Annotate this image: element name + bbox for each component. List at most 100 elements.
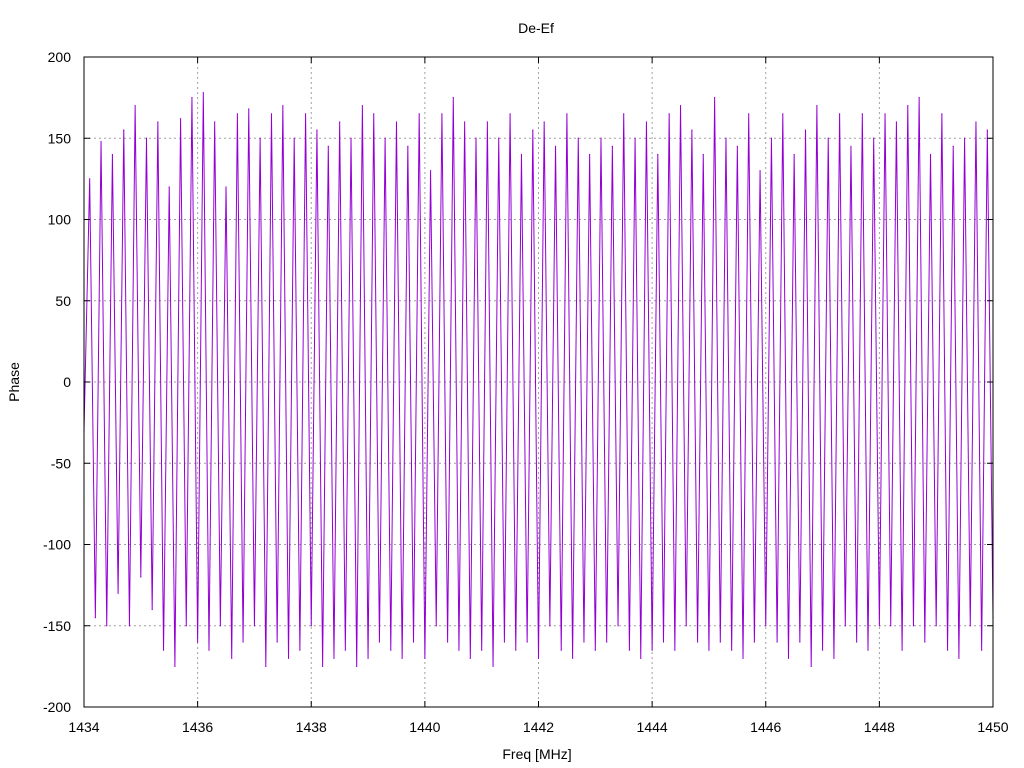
data-point [924, 641, 926, 643]
data-point [963, 137, 966, 139]
x-tick-label: 1446 [750, 719, 781, 735]
data-point [560, 649, 562, 651]
data-point [537, 657, 540, 659]
data-point [248, 108, 250, 110]
y-tick-label: 150 [48, 130, 72, 146]
data-point [253, 625, 256, 627]
x-tick-label: 1444 [637, 719, 668, 735]
data-point [742, 657, 744, 659]
data-point [878, 625, 880, 627]
tick-labels: 1434 1436 1438 1440 1442 1444 1446 1448 1450 -200… [43, 49, 1009, 735]
data-point [981, 649, 983, 651]
data-point [464, 121, 466, 123]
data-point [901, 649, 903, 651]
data-point [412, 641, 415, 643]
data-point [162, 649, 165, 651]
series-layer [83, 92, 994, 667]
y-tick-label: -200 [43, 699, 71, 715]
data-point [276, 641, 278, 643]
data-point [214, 121, 216, 123]
data-point [583, 641, 585, 643]
data-point [293, 137, 295, 139]
data-point [804, 129, 807, 131]
data-point [111, 153, 114, 156]
data-point [134, 105, 136, 107]
data-point [611, 145, 613, 147]
data-point [918, 97, 920, 99]
data-point [782, 113, 784, 115]
data-point [219, 625, 221, 627]
data-point [231, 657, 233, 659]
data-point [89, 178, 91, 180]
x-tick-label: 1442 [523, 719, 554, 735]
data-point [867, 649, 869, 651]
data-point [651, 649, 653, 651]
data-point [492, 665, 494, 667]
data-point [299, 649, 301, 651]
data-point [498, 137, 500, 139]
data-point [623, 113, 625, 115]
x-tick-label: 1438 [296, 719, 327, 735]
data-point [128, 625, 131, 627]
data-point [975, 121, 977, 123]
data-point [384, 137, 386, 139]
data-point [322, 665, 324, 667]
data-point [674, 649, 676, 651]
data-point [526, 641, 528, 643]
data-point [793, 153, 795, 156]
data-point [645, 121, 648, 123]
data-point [361, 105, 363, 107]
data-point [509, 113, 511, 115]
data-point [350, 137, 352, 139]
y-tick-label: -50 [51, 455, 71, 471]
data-point [714, 97, 716, 99]
data-point [452, 97, 454, 99]
y-tick-label: 200 [48, 49, 72, 65]
data-point [725, 137, 727, 139]
data-point [270, 113, 273, 115]
data-point [407, 145, 409, 147]
data-point [873, 137, 875, 139]
y-tick-label: 100 [48, 212, 72, 228]
data-point [202, 92, 204, 94]
data-point [895, 121, 898, 123]
data-point [333, 657, 335, 659]
data-point [617, 625, 619, 627]
data-point [395, 121, 398, 123]
data-point [282, 105, 284, 107]
data-point [236, 113, 238, 115]
data-point [259, 137, 261, 139]
data-point [140, 576, 142, 578]
data-point [640, 657, 642, 659]
data-point [589, 153, 591, 156]
data-point [600, 137, 602, 139]
data-point [839, 113, 841, 115]
data-point [884, 113, 886, 115]
data-point [373, 113, 375, 115]
data-point [736, 145, 738, 147]
y-tick-label: 50 [55, 293, 71, 309]
data-point [424, 657, 426, 659]
data-point [685, 625, 687, 627]
data-point [225, 186, 227, 188]
data-point [179, 118, 182, 120]
y-tick-label: -100 [43, 537, 71, 553]
x-tick-label: 1434 [68, 719, 99, 735]
y-tick-label: 0 [63, 374, 71, 390]
data-point [117, 592, 119, 594]
chart-title: De-Ef [518, 20, 554, 36]
data-point [520, 153, 523, 156]
data-point [208, 649, 210, 651]
data-point [100, 140, 102, 143]
data-point [907, 105, 909, 107]
data-point [475, 137, 477, 139]
data-point [827, 137, 829, 139]
data-point [242, 641, 244, 643]
data-point [197, 641, 199, 643]
data-point [634, 137, 636, 139]
data-point [850, 145, 852, 147]
data-point [668, 113, 670, 115]
data-point [458, 649, 460, 651]
data-point [435, 625, 437, 627]
data-point [356, 665, 358, 667]
